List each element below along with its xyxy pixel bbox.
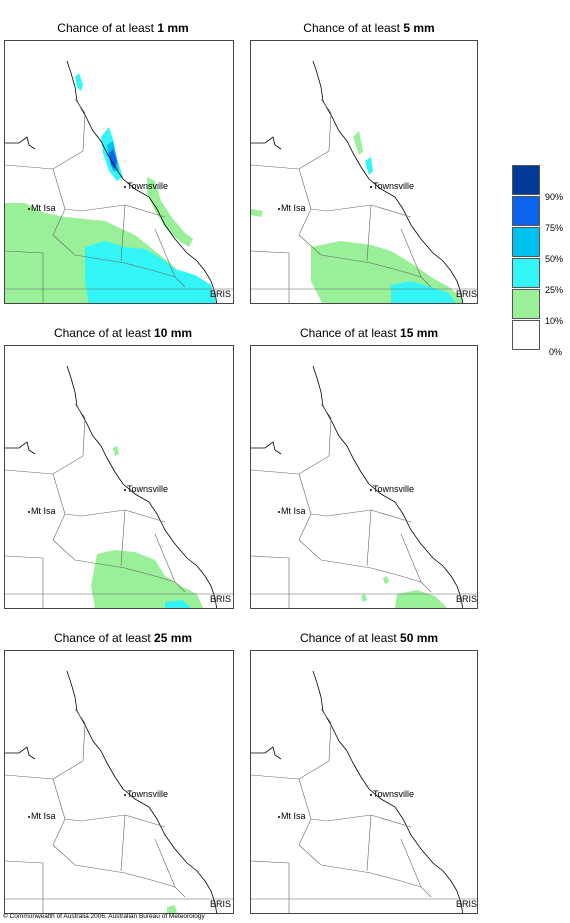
panel-title: Chance of at least 1 mm	[57, 21, 189, 35]
panel-title: Chance of at least 25 mm	[53, 631, 193, 645]
legend-swatch-0	[512, 320, 540, 350]
towns: Townsville Mt Isa BRIS	[28, 181, 231, 299]
town-mt-isa: Mt Isa	[31, 506, 56, 516]
qld-map: Townsville Mt Isa BRIS	[5, 60, 233, 303]
map-frame: Townsville Mt Isa BRIS	[250, 650, 478, 914]
map-frame: Townsville Mt Isa BRIS	[4, 345, 234, 609]
town-mt-isa: Mt Isa	[31, 203, 56, 213]
map-frame: Townsville Mt Isa BRIS	[250, 40, 478, 304]
town-mt-isa: Mt Isa	[281, 506, 306, 516]
copyright-notice: © Commonwealth of Australia 2006, Austra…	[3, 913, 205, 920]
town-mt-isa: Mt Isa	[31, 811, 56, 821]
legend-label-25: 25%	[545, 285, 564, 295]
fill-25pct-tip	[75, 73, 83, 91]
qld-map: Townsville Mt Isa BRIS	[251, 670, 477, 913]
qld-map: Townsville Mt Isa BRIS	[251, 60, 477, 303]
legend-label-90: 90%	[545, 192, 564, 202]
panel-title: Chance of at least 15 mm	[299, 326, 439, 340]
legend-swatch-75	[512, 196, 540, 226]
legend-swatch-90	[512, 165, 540, 195]
state-borders	[5, 98, 233, 303]
qld-map: Townsville Mt Isa BRIS	[5, 365, 233, 608]
town-bris: BRIS	[210, 594, 231, 604]
panel-title: Chance of at least 50 mm	[299, 631, 439, 645]
legend-label-10: 10%	[545, 316, 564, 326]
legend-swatch-25	[512, 258, 540, 288]
fill-10pct-coast	[147, 177, 193, 247]
town-townsville: Townsville	[373, 181, 414, 191]
legend-swatch-50	[512, 227, 540, 257]
legend-label-0: 0%	[549, 347, 563, 357]
town-mt-isa: Mt Isa	[281, 203, 306, 213]
probability-fills	[5, 73, 217, 303]
town-townsville: Townsville	[127, 181, 168, 191]
panel-title: Chance of at least 5 mm	[303, 21, 435, 35]
qld-map: Townsville Mt Isa BRIS	[5, 670, 233, 913]
probability-fills	[361, 576, 447, 608]
probability-legend: 90% 75% 50% 25% 10% 0%	[512, 165, 570, 365]
town-townsville: Townsville	[127, 484, 168, 494]
town-townsville: Townsville	[373, 789, 414, 799]
town-mt-isa: Mt Isa	[281, 811, 306, 821]
town-bris: BRIS	[456, 594, 477, 604]
qld-map: Townsville Mt Isa BRIS	[251, 365, 477, 608]
town-bris: BRIS	[456, 899, 477, 909]
map-frame: Townsville Mt Isa BRIS	[4, 650, 234, 914]
town-bris: BRIS	[456, 289, 477, 299]
map-frame: Townsville Mt Isa BRIS	[4, 40, 234, 304]
panel-title: Chance of at least 10 mm	[53, 326, 193, 340]
fill-75pct	[109, 149, 117, 169]
town-bris: BRIS	[210, 899, 231, 909]
legend-label-75: 75%	[545, 223, 564, 233]
probability-fills	[167, 905, 177, 913]
probability-fills	[251, 131, 463, 303]
fill-25pct	[85, 241, 217, 303]
probability-fills	[91, 446, 203, 608]
town-bris: BRIS	[210, 289, 231, 299]
town-townsville: Townsville	[127, 789, 168, 799]
legend-label-50: 50%	[545, 254, 564, 264]
legend-swatch-10	[512, 289, 540, 319]
map-frame: Townsville Mt Isa BRIS	[250, 345, 478, 609]
town-townsville: Townsville	[373, 484, 414, 494]
